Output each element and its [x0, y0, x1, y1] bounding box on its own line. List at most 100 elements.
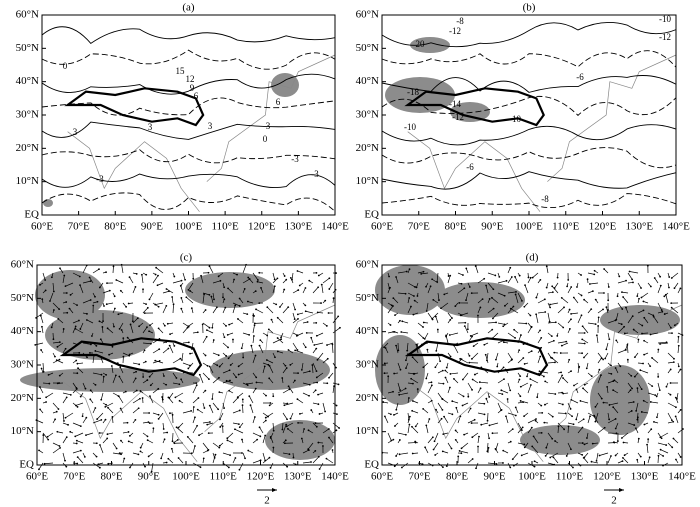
- vector-head: [134, 419, 137, 421]
- wind-vector: [507, 428, 513, 434]
- wind-vector: [547, 352, 552, 358]
- wind-vector: [433, 299, 439, 304]
- lat-label: EQ: [24, 209, 39, 221]
- vector-head: [463, 325, 466, 328]
- vector-head: [471, 436, 474, 439]
- wind-vector: [487, 272, 496, 276]
- vector-head: [212, 339, 215, 341]
- vector-head: [238, 297, 241, 300]
- wind-vector: [95, 350, 104, 354]
- wind-vector: [112, 392, 119, 397]
- vector-head: [180, 359, 183, 361]
- vector-head: [639, 455, 642, 458]
- wind-vector: [187, 436, 194, 444]
- contour: [41, 97, 336, 116]
- wind-vector: [477, 412, 485, 415]
- wind-vector: [609, 402, 619, 406]
- vector-head: [471, 458, 474, 460]
- wind-vector: [322, 277, 330, 284]
- vector-head: [449, 386, 451, 389]
- wind-vector: [62, 275, 65, 284]
- wind-vector: [515, 294, 519, 304]
- vector-head: [578, 365, 581, 368]
- wind-vector: [175, 392, 184, 398]
- wind-vector: [607, 332, 610, 340]
- wind-vector: [671, 272, 679, 279]
- vector-head: [539, 278, 542, 281]
- vector-head: [206, 423, 209, 426]
- vector-head: [521, 299, 523, 302]
- vector-head: [186, 326, 189, 329]
- vector-head: [570, 398, 573, 401]
- vector-head: [590, 375, 593, 378]
- vector-head: [292, 456, 295, 459]
- vector-head: [219, 279, 222, 282]
- contour-label: -12: [452, 112, 464, 122]
- vector-head: [514, 414, 517, 417]
- wind-vector: [102, 326, 104, 334]
- vector-head: [187, 367, 190, 370]
- vector-head: [398, 453, 401, 456]
- vector-head: [145, 273, 148, 276]
- vector-head: [219, 426, 222, 428]
- lon-label: 80°E: [104, 221, 126, 233]
- vector-head: [204, 309, 207, 311]
- vector-head: [543, 298, 546, 301]
- vector-head: [216, 306, 218, 309]
- wind-vector: [424, 332, 429, 340]
- vector-head: [148, 330, 150, 333]
- wind-vector: [172, 358, 181, 364]
- vector-head: [105, 403, 107, 406]
- vector-head: [453, 377, 455, 380]
- vector-head: [649, 365, 652, 368]
- wind-vector: [122, 352, 130, 357]
- wind-vector: [551, 285, 559, 294]
- vector-head: [40, 367, 43, 370]
- vector-head: [318, 468, 321, 470]
- wind-vector: [58, 318, 64, 324]
- vector-head: [128, 434, 131, 437]
- lat-label: 40°N: [16, 75, 39, 87]
- vector-head: [65, 301, 68, 303]
- wind-vector: [119, 376, 124, 384]
- wind-vector: [603, 268, 609, 274]
- wind-vector: [172, 382, 180, 385]
- lon-label: 110°E: [210, 471, 237, 483]
- wind-vector: [238, 362, 244, 367]
- vector-head: [85, 416, 88, 419]
- vector-head: [184, 278, 186, 281]
- wind-vector: [212, 454, 216, 464]
- vector-head: [614, 418, 617, 420]
- wind-vector: [537, 311, 546, 314]
- wind-vector: [212, 292, 215, 300]
- vector-head: [233, 278, 235, 281]
- wind-vector: [589, 282, 599, 285]
- vector-head: [113, 307, 116, 310]
- wind-vector: [507, 267, 511, 274]
- vector-head: [49, 300, 51, 302]
- wind-vector: [527, 277, 531, 284]
- wind-vector: [384, 416, 389, 424]
- wind-vector: [62, 412, 65, 422]
- wind-vector: [487, 432, 490, 439]
- vector-head: [136, 317, 139, 320]
- wind-vector: [587, 322, 596, 325]
- vector-head: [431, 436, 434, 439]
- lat-label: 10°N: [356, 175, 379, 187]
- vector-head: [257, 279, 259, 281]
- vector-head: [218, 444, 221, 447]
- wind-vector: [161, 396, 164, 404]
- vector-head: [102, 320, 104, 323]
- wind-vector: [102, 438, 108, 444]
- wind-vector: [266, 359, 274, 364]
- wind-vector: [485, 285, 489, 294]
- vector-head: [108, 353, 110, 356]
- vector-head: [307, 449, 310, 452]
- vector-head: [404, 433, 407, 436]
- wind-vector: [96, 412, 104, 420]
- vector-head: [561, 374, 564, 377]
- vector-head: [663, 313, 666, 315]
- vector-head: [146, 439, 149, 442]
- vector-head: [154, 303, 157, 306]
- wind-vector: [237, 318, 244, 324]
